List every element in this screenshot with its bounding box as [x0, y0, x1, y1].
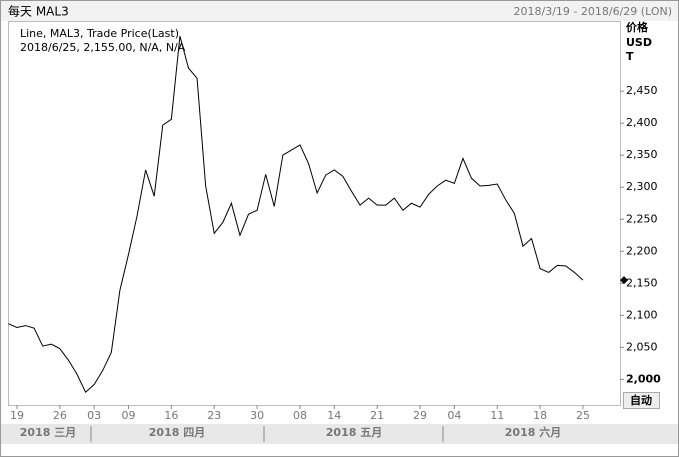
x-tick-label: 18	[533, 409, 547, 422]
month-label: 2018 三月	[20, 426, 76, 439]
legend-line: Line, MAL3, Trade Price(Last)	[20, 27, 179, 40]
x-axis-bar	[1, 406, 678, 424]
y-tick-label: 2,450	[626, 84, 658, 97]
x-tick-label: 04	[447, 409, 461, 422]
y-tick-label: 2,100	[626, 308, 658, 321]
month-bar	[1, 424, 678, 444]
x-tick-label: 16	[164, 409, 178, 422]
last-value-marker	[620, 276, 628, 285]
x-tick-label: 30	[250, 409, 264, 422]
month-label: 2018 五月	[326, 426, 382, 439]
x-tick-label: 29	[413, 409, 427, 422]
x-tick-label: 21	[370, 409, 384, 422]
y-tick-label: 2,300	[626, 180, 658, 193]
x-tick-label: 23	[207, 409, 221, 422]
legend-line: 2018/6/25, 2,155.00, N/A, N/A	[20, 41, 186, 54]
x-tick-label: 19	[10, 409, 24, 422]
auto-button-label[interactable]: 自动	[630, 393, 652, 407]
x-tick-label: 08	[293, 409, 307, 422]
x-tick-label: 14	[327, 409, 341, 422]
plot-area	[8, 21, 621, 406]
x-tick-label: 09	[121, 409, 135, 422]
x-tick-label: 03	[87, 409, 101, 422]
y-tick-label: 2,150	[626, 276, 658, 289]
chart-title: 每天 MAL3	[8, 4, 69, 19]
y-axis-label: T	[626, 50, 634, 63]
y-tick-label: 2,350	[626, 148, 658, 161]
month-label: 2018 四月	[149, 426, 205, 439]
y-axis-label: USD	[626, 36, 652, 49]
x-tick-label: 26	[53, 409, 67, 422]
header-bar	[1, 1, 678, 21]
auto-button[interactable]	[623, 392, 660, 409]
x-tick-label: 25	[576, 409, 590, 422]
y-tick-label: 2,000	[626, 372, 661, 385]
y-axis-label: 价格	[626, 20, 649, 34]
date-range: 2018/3/19 - 2018/6/29 (LON)	[514, 5, 672, 18]
y-tick-label: 2,400	[626, 116, 658, 129]
price-line	[8, 35, 584, 394]
y-tick-label: 2,200	[626, 244, 658, 257]
month-label: 2018 六月	[505, 425, 561, 439]
x-tick-label: 11	[490, 409, 504, 422]
y-tick-label: 2,050	[626, 340, 658, 353]
y-tick-label: 2,250	[626, 212, 658, 225]
